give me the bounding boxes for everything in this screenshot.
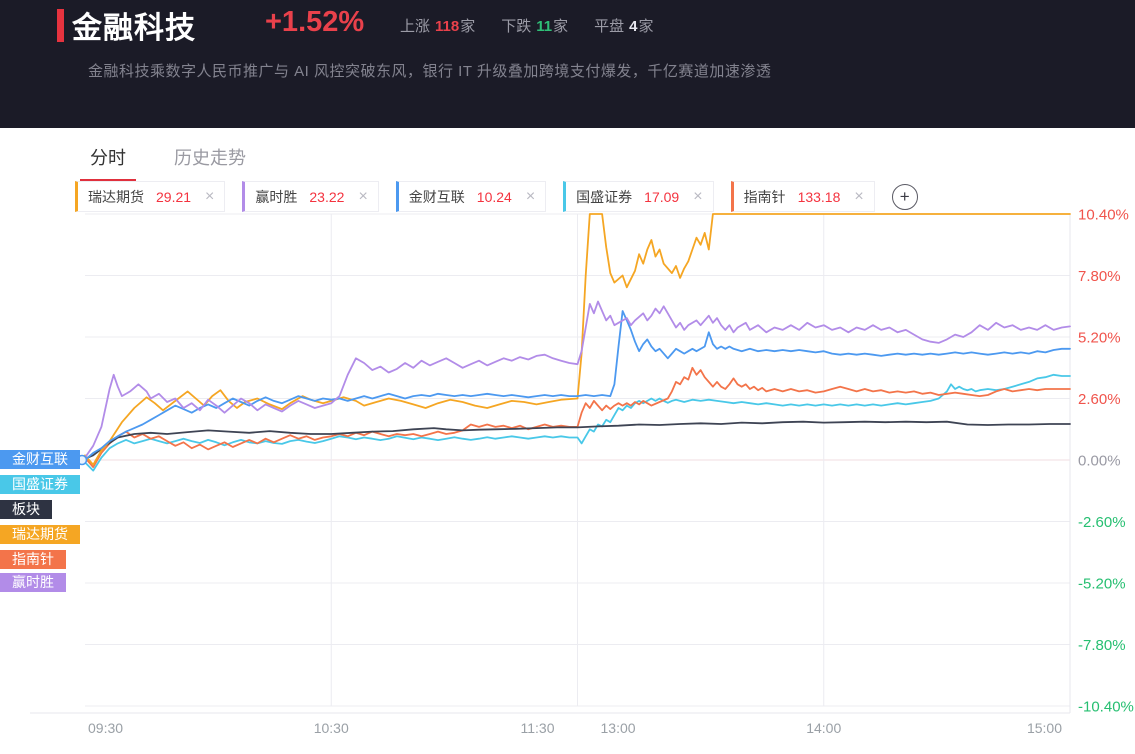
stock-name: 赢时胜 bbox=[255, 188, 298, 205]
y-axis-label: -2.60% bbox=[1078, 514, 1126, 531]
y-axis-label: -10.40% bbox=[1078, 699, 1134, 716]
stock-chip-jincai[interactable]: 金财互联 10.24 × bbox=[395, 181, 547, 212]
stock-chip-ruida[interactable]: 瑞达期货 29.21 × bbox=[75, 181, 226, 212]
decliners-count: 11 bbox=[536, 18, 553, 35]
market-breadth-stats: 上涨 118家 下跌 11家 平盘 4家 bbox=[400, 15, 654, 36]
add-stock-button[interactable]: + bbox=[891, 183, 918, 210]
close-icon[interactable]: × bbox=[525, 187, 536, 205]
series-line-zhinanzhen bbox=[84, 366, 1071, 469]
unchanged-count: 4 bbox=[629, 18, 638, 35]
y-axis-label: 0.00% bbox=[1078, 453, 1121, 470]
stock-name: 瑞达期货 bbox=[88, 188, 144, 205]
stock-price: 10.24 bbox=[476, 188, 512, 205]
line-tag-yingshisheng: 赢时胜 bbox=[0, 573, 66, 592]
tab-intraday[interactable]: 分时 bbox=[80, 140, 136, 182]
stock-chip-yingshisheng[interactable]: 赢时胜 23.22 × bbox=[242, 181, 379, 212]
close-icon[interactable]: × bbox=[693, 187, 703, 205]
title-accent-bar bbox=[57, 9, 64, 42]
close-icon[interactable]: × bbox=[358, 187, 368, 205]
close-icon[interactable]: × bbox=[854, 187, 864, 205]
series-line-jincai bbox=[84, 310, 1071, 461]
y-axis-label: 2.60% bbox=[1078, 391, 1121, 408]
stat-decliners: 下跌 11家 bbox=[501, 18, 569, 35]
x-axis-label: 09:30 bbox=[88, 720, 123, 736]
x-axis-label: 13:00 bbox=[601, 720, 636, 736]
sector-change-percent: +1.52% bbox=[265, 6, 365, 38]
line-tag-ruida: 瑞达期货 bbox=[0, 525, 80, 544]
intraday-chart-svg: 10.40% 7.80% 5.20% 2.60% 0.00% -2.60% -5.20% -7… bbox=[30, 207, 1134, 736]
stock-name: 国盛证券 bbox=[576, 188, 633, 205]
x-axis-label: 14:00 bbox=[806, 720, 841, 736]
intraday-chart: 10.40% 7.80% 5.20% 2.60% 0.00% -2.60% -5.20% -7… bbox=[0, 205, 1135, 749]
stock-name: 指南针 bbox=[743, 188, 786, 205]
close-icon[interactable]: × bbox=[205, 187, 215, 205]
stock-name: 金财互联 bbox=[408, 188, 465, 205]
line-tag-sector: 板块 bbox=[0, 500, 52, 519]
line-tag-jincai: 金财互联 bbox=[0, 450, 80, 469]
advancers-count: 118 bbox=[435, 18, 460, 35]
y-axis-label: -7.80% bbox=[1078, 637, 1126, 654]
stat-advancers: 上涨 118家 bbox=[400, 18, 476, 35]
stock-price: 17.09 bbox=[644, 188, 680, 205]
y-axis-label: 10.40% bbox=[1078, 207, 1129, 224]
x-axis-label: 15:00 bbox=[1027, 720, 1062, 736]
stat-unchanged: 平盘 4家 bbox=[594, 18, 654, 35]
line-tag-zhinanzhen: 指南针 bbox=[0, 550, 66, 569]
y-axis-label: 5.20% bbox=[1078, 330, 1121, 347]
stock-price: 133.18 bbox=[797, 188, 841, 205]
page-title: 金融科技 bbox=[72, 12, 196, 45]
series-line-sector bbox=[84, 420, 1071, 460]
stock-chip-guosheng[interactable]: 国盛证券 17.09 × bbox=[563, 181, 714, 212]
x-axis-label: 11:30 bbox=[521, 720, 555, 736]
stock-chip-row: 瑞达期货 29.21 × 赢时胜 23.22 × 金财互联 10.24 × 国盛… bbox=[75, 181, 918, 212]
y-axis-label: 7.80% bbox=[1078, 268, 1121, 285]
y-axis-label: -5.20% bbox=[1078, 576, 1126, 593]
stock-price: 23.22 bbox=[309, 188, 345, 205]
stock-chip-zhinanzhen[interactable]: 指南针 133.18 × bbox=[730, 181, 875, 212]
line-tag-guosheng: 国盛证券 bbox=[0, 475, 80, 494]
tab-history[interactable]: 历史走势 bbox=[174, 148, 246, 168]
chart-tabs: 分时 历史走势 bbox=[80, 140, 251, 182]
plus-icon: + bbox=[899, 186, 910, 206]
x-axis-label: 10:30 bbox=[314, 720, 349, 736]
sector-description: 金融科技乘数字人民币推广与 AI 风控突破东风，银行 IT 升级叠加跨境支付爆发… bbox=[88, 63, 772, 80]
sector-header: 金融科技 +1.52% 上涨 118家 下跌 11家 平盘 4家 金融科技乘数字人民币… bbox=[0, 0, 1135, 128]
stock-price: 29.21 bbox=[156, 188, 192, 205]
series-line-yingshisheng bbox=[84, 300, 1071, 459]
